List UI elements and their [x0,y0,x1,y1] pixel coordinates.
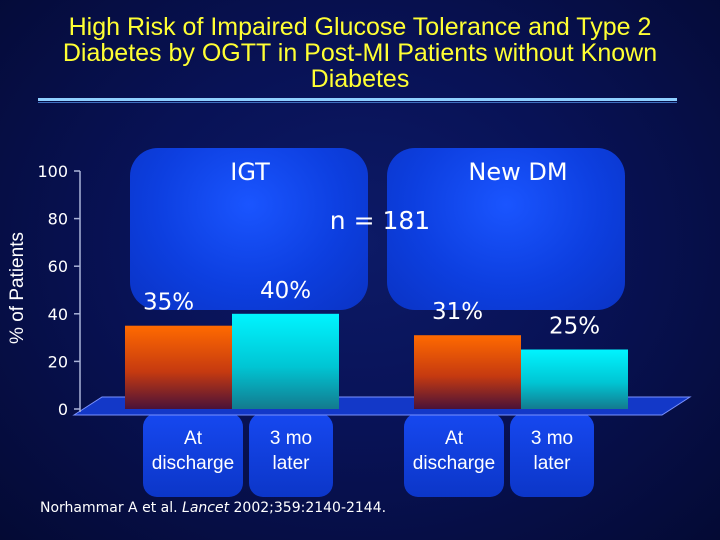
data-label-new-dm-at-discharge: 31% [432,299,483,325]
y-tick-label: 0 [58,400,68,419]
title-divider-shadow [38,102,677,103]
data-label-igt-at-discharge: 35% [143,290,194,316]
category-label-dm-at-discharge: At discharge [399,426,509,476]
slide-title: High Risk of Impaired Glucose Tolerance … [62,13,658,93]
title-divider [38,98,677,101]
category-label-dm-3mo-later: 3 mo later [504,426,600,476]
category-label-line2: later [533,453,571,474]
category-label-line2: discharge [412,453,496,474]
category-label-line1: At [445,428,463,449]
category-label-line2: discharge [151,453,235,474]
category-label-igt-at-discharge: At discharge [138,426,248,476]
data-label-igt-3-mo-later: 40% [260,278,311,304]
category-label-line2: later [272,453,310,474]
citation-journal: Lancet [182,500,230,516]
y-tick-label: 100 [37,162,68,181]
igt-group-label: IGT [230,158,270,186]
category-label-line1: 3 mo [269,428,313,449]
y-tick-label: 80 [48,210,68,229]
category-box-igt-at-discharge [143,413,243,497]
citation: Norhammar A et al. Lancet 2002;359:2140-… [40,500,386,516]
bar-igt-at-discharge [125,325,232,409]
category-label-line1: 3 mo [530,428,574,449]
y-tick-label: 40 [48,305,68,324]
category-box-igt-3mo-later [249,413,333,497]
new-dm-group-panel [387,148,625,310]
y-tick-label: 20 [48,352,68,371]
y-tick-label: 60 [48,257,68,276]
data-label-new-dm-3-mo-later: 25% [549,314,600,340]
bar-igt-3-mo-later [232,313,339,409]
category-box-dm-3mo-later [510,413,594,497]
citation-details: 2002;359:2140-2144. [229,500,387,516]
category-label-line1: At [184,428,202,449]
bar-new-dm-3-mo-later [521,349,628,409]
category-box-dm-at-discharge [404,413,504,497]
category-label-igt-3mo-later: 3 mo later [243,426,339,476]
igt-group-panel [130,148,368,310]
sample-size-label: n = 181 [329,206,431,235]
bar-new-dm-at-discharge [414,335,521,409]
citation-authors: Norhammar A et al. [40,500,183,516]
new-dm-group-label: New DM [468,158,568,186]
